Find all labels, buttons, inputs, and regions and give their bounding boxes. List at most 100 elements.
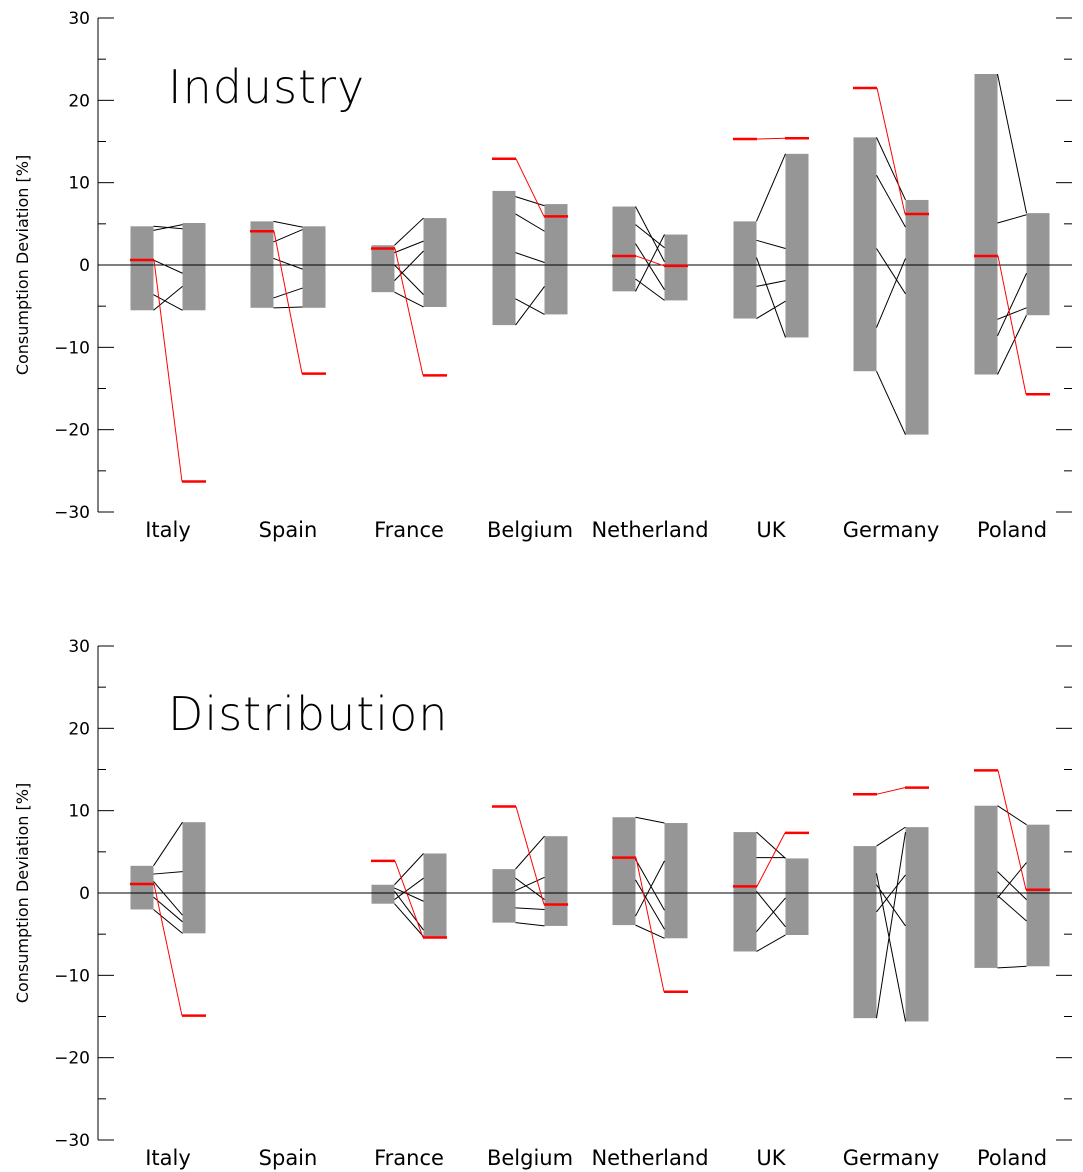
y-tick-label: 0	[79, 256, 90, 276]
category-label: Italy	[145, 518, 191, 542]
connector-line	[515, 922, 545, 927]
y-axis-label: Consumption Deviation [%]	[13, 783, 32, 1003]
category-label: Spain	[259, 1146, 318, 1170]
range-bar-right	[664, 234, 688, 301]
range-bar-left	[371, 245, 395, 293]
connector-line	[394, 291, 424, 308]
connector-line	[394, 240, 424, 254]
connector-line	[635, 858, 665, 911]
category-label: France	[374, 1146, 444, 1170]
y-tick-label: −20	[54, 421, 90, 441]
range-bar-right	[423, 218, 447, 307]
connector-line	[997, 315, 1027, 375]
connector-line	[515, 196, 545, 207]
range-bar-right	[182, 223, 206, 311]
connector-line	[153, 871, 183, 875]
connector-line	[153, 821, 183, 867]
connector-line	[394, 887, 424, 902]
connector-line	[997, 307, 1027, 320]
connector-line	[515, 876, 545, 891]
connector-line	[997, 895, 1027, 922]
connector-line	[273, 306, 303, 309]
category-label: Italy	[145, 1146, 191, 1170]
connector-line	[153, 294, 183, 311]
range-bar-right	[1026, 213, 1050, 316]
highlight-connector	[756, 832, 786, 887]
range-bar-right	[544, 204, 568, 315]
connector-line	[756, 831, 786, 859]
connector-line	[635, 879, 665, 930]
connector-line	[756, 891, 786, 928]
connector-line	[515, 252, 545, 264]
category-label: Poland	[977, 1146, 1047, 1170]
category-label: Germany	[843, 518, 940, 542]
connector-line	[273, 257, 303, 270]
y-tick-label: 20	[68, 91, 90, 111]
connector-line	[515, 835, 545, 870]
connector-line	[635, 860, 665, 917]
connector-line	[635, 278, 665, 301]
range-bar-left	[492, 190, 516, 326]
connector-line	[876, 826, 906, 847]
connector-line	[876, 831, 906, 1019]
y-tick-label: 20	[68, 719, 90, 739]
range-bar-right	[664, 823, 688, 939]
connector-line	[876, 175, 906, 228]
range-bar-right	[544, 836, 568, 926]
category-label: Belgium	[487, 518, 573, 542]
highlight-connector	[515, 158, 545, 217]
range-bar-left	[733, 832, 757, 952]
y-tick-label: 30	[68, 9, 90, 29]
category-label: Netherland	[591, 518, 708, 542]
highlight-connector	[153, 259, 183, 482]
range-bar-right	[785, 153, 809, 338]
connector-line	[635, 206, 665, 262]
connector-line	[394, 217, 424, 246]
connector-line	[756, 239, 786, 250]
connector-line	[876, 874, 906, 913]
connector-line	[876, 258, 906, 328]
highlight-connector	[635, 857, 665, 992]
range-bar-right	[905, 827, 929, 1022]
connector-line	[515, 877, 545, 900]
range-bar-right	[785, 858, 809, 935]
range-bar-left	[974, 73, 998, 375]
highlight-connector	[394, 248, 424, 376]
range-bar-left	[371, 884, 395, 904]
y-tick-label: −10	[54, 966, 90, 986]
connector-line	[394, 250, 424, 281]
connector-line	[635, 924, 665, 939]
highlight-connector	[997, 770, 1027, 890]
y-tick-label: −30	[54, 1131, 90, 1151]
connector-line	[635, 816, 665, 824]
category-label: UK	[756, 518, 786, 542]
connector-line	[756, 153, 786, 222]
highlight-connector	[273, 231, 303, 374]
connector-line	[635, 243, 665, 290]
y-tick-label: 10	[68, 802, 90, 822]
y-tick-label: −20	[54, 1049, 90, 1069]
highlight-connector	[997, 255, 1027, 395]
connector-line	[153, 286, 183, 311]
connector-line	[515, 298, 545, 315]
connector-line	[394, 877, 424, 900]
connector-line	[756, 897, 786, 933]
connector-line	[515, 286, 545, 326]
highlight-connector	[394, 860, 424, 938]
connector-line	[997, 965, 1027, 969]
connector-line	[997, 273, 1027, 337]
connector-line	[394, 853, 424, 886]
range-bar-right	[182, 822, 206, 934]
panel-1: 30 20 10 0 −10 −20 −30 Consumption Deviation [%…	[13, 9, 1072, 542]
panel-title: Industry	[168, 60, 365, 114]
category-label: UK	[756, 1146, 786, 1170]
connector-line	[635, 224, 665, 249]
panel-2: 30 20 10 0 −10 −20 −30 Consumption Deviation [%…	[13, 637, 1072, 1170]
connector-line	[394, 891, 424, 931]
category-label: France	[374, 518, 444, 542]
y-axis-label: Consumption Deviation [%]	[13, 155, 32, 375]
range-bar-left	[612, 206, 636, 292]
connector-line	[515, 213, 545, 232]
connector-line	[394, 903, 424, 937]
range-bar-left	[130, 226, 154, 311]
